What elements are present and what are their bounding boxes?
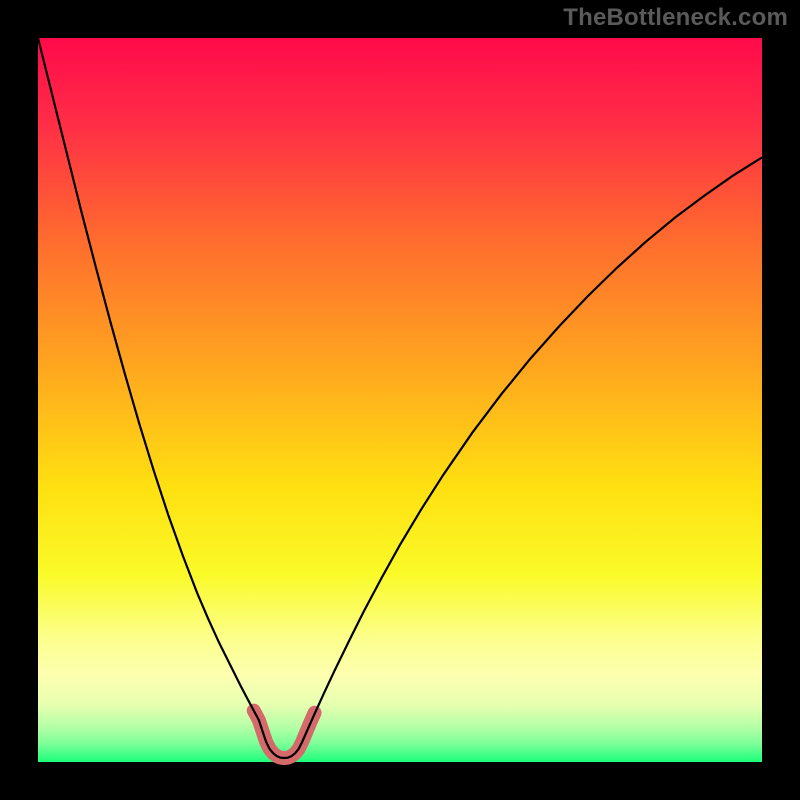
curve-layer bbox=[38, 38, 762, 762]
bottleneck-curve bbox=[38, 38, 762, 758]
plot-area bbox=[38, 38, 762, 762]
watermark-text: TheBottleneck.com bbox=[563, 4, 788, 32]
figure-container: TheBottleneck.com bbox=[0, 0, 800, 800]
